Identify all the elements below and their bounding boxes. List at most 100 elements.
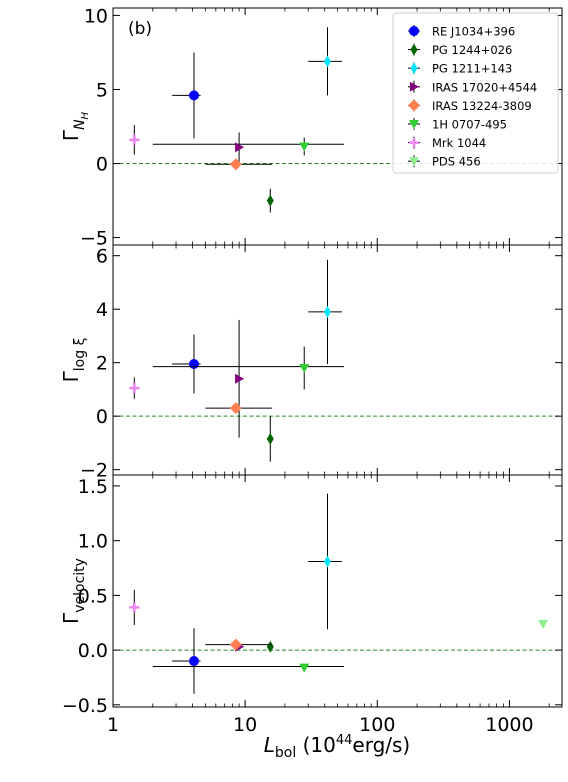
y-axis-label-sub: log ξ bbox=[72, 338, 88, 372]
data-point-1h-0707-495 bbox=[299, 137, 310, 156]
y-tick-label: 0 bbox=[96, 406, 108, 428]
marker-iras-17020-4544 bbox=[235, 373, 245, 384]
y-tick-label: 10 bbox=[84, 5, 108, 27]
marker-iras-13224-3809 bbox=[229, 158, 242, 171]
y-tick-label: 4 bbox=[96, 299, 108, 321]
y-axis-label-subsub: H bbox=[80, 111, 91, 119]
marker-iras-13224-3809 bbox=[229, 402, 242, 415]
data-point-re-j1034-396 bbox=[172, 628, 201, 694]
marker-pg-1211-143 bbox=[323, 555, 331, 568]
legend-entry-iras-17020-4544: IRAS 17020+4544 bbox=[408, 80, 537, 94]
legend-marker bbox=[408, 99, 420, 112]
legend-marker bbox=[409, 157, 419, 167]
legend-entry-mrk-1044: Mrk 1044 bbox=[408, 136, 486, 150]
legend-entry-pds-456: PDS 456 bbox=[408, 155, 481, 169]
x-axis-label-sub: bol bbox=[275, 745, 296, 761]
marker-mrk-1044 bbox=[129, 383, 140, 394]
panel-frame bbox=[112, 244, 563, 476]
legend-entry-1h-0707-495: 1H 0707-495 bbox=[408, 118, 507, 132]
legend-frame bbox=[392, 12, 559, 174]
marker-pg-1211-143 bbox=[323, 55, 331, 68]
y-axis-label-main: Γ bbox=[59, 612, 83, 624]
legend-marker bbox=[410, 81, 419, 92]
y-tick-label: −2 bbox=[80, 460, 108, 482]
legend-label: RE J1034+396 bbox=[432, 25, 515, 39]
data-point-pg-1244-026 bbox=[266, 640, 274, 653]
y-tick-label: 0 bbox=[96, 154, 108, 176]
legend-entry-re-j1034-396: RE J1034+396 bbox=[408, 25, 515, 39]
y-tick-label: 5 bbox=[96, 79, 108, 101]
marker-pg-1244-026 bbox=[266, 640, 274, 653]
panel-frame bbox=[112, 474, 563, 708]
y-axis-label: ΓNH bbox=[59, 111, 91, 141]
data-point-mrk-1044 bbox=[129, 125, 140, 155]
marker-1h-0707-495 bbox=[299, 364, 310, 374]
marker-pg-1244-026 bbox=[266, 194, 274, 207]
x-axis-label-main: L bbox=[264, 733, 275, 757]
marker-pg-1244-026 bbox=[266, 432, 274, 445]
marker-1h-0707-495 bbox=[299, 142, 310, 152]
data-point-1h-0707-495 bbox=[299, 346, 310, 390]
marker-mrk-1044 bbox=[129, 134, 140, 145]
y-tick-label: 2 bbox=[96, 353, 108, 375]
legend-label: Mrk 1044 bbox=[432, 136, 486, 150]
marker-re-j1034-396 bbox=[188, 656, 199, 667]
y-axis-label: Γlog ξ bbox=[59, 338, 88, 383]
legend-label: IRAS 17020+4544 bbox=[432, 80, 537, 94]
data-point-pg-1211-143 bbox=[308, 27, 342, 96]
legend-entry-iras-13224-3809: IRAS 13224-3809 bbox=[408, 99, 532, 113]
legend-entry-pg-1244-026: PG 1244+026 bbox=[408, 43, 512, 57]
legend-label: IRAS 13224-3809 bbox=[432, 99, 532, 113]
data-point-iras-17020-4544 bbox=[235, 132, 245, 163]
marker-re-j1034-396 bbox=[188, 90, 199, 101]
data-point-pg-1244-026 bbox=[266, 416, 274, 462]
data-point-re-j1034-396 bbox=[172, 334, 201, 394]
y-tick-label: 6 bbox=[96, 246, 108, 268]
legend-label: PG 1244+026 bbox=[432, 43, 512, 57]
y-tick-label: 0.0 bbox=[78, 640, 108, 662]
legend-marker bbox=[409, 26, 419, 36]
data-point-iras-13224-3809 bbox=[205, 638, 273, 651]
legend-marker bbox=[410, 43, 418, 56]
data-point-mrk-1044 bbox=[129, 377, 140, 399]
data-point-iras-17020-4544 bbox=[235, 319, 245, 438]
y-axis-label-sub: N bbox=[72, 119, 88, 130]
x-axis-label-units: (10 bbox=[296, 733, 336, 757]
legend-label: 1H 0707-495 bbox=[432, 118, 507, 132]
y-tick-label: −5 bbox=[80, 228, 108, 250]
marker-pds-456 bbox=[538, 619, 549, 629]
legend-entry-pg-1211-143: PG 1211+143 bbox=[408, 62, 512, 76]
y-tick-label: 1.0 bbox=[78, 531, 108, 553]
marker-pg-1211-143 bbox=[323, 305, 331, 318]
data-point-mrk-1044 bbox=[129, 589, 140, 625]
x-axis-label: Lbol (1044erg/s) bbox=[264, 733, 411, 761]
data-point-1h-0707-495 bbox=[299, 663, 310, 673]
marker-iras-13224-3809 bbox=[229, 638, 242, 651]
x-tick-label: 100 bbox=[359, 714, 395, 736]
panel-3: 1 10 100 1000 −0.5 0.0 0.5 1.0 1.5 Γvelocity bbox=[59, 474, 563, 736]
marker-1h-0707-495 bbox=[299, 663, 310, 673]
y-tick-label: 1.5 bbox=[78, 476, 108, 498]
legend-marker bbox=[410, 62, 418, 75]
x-tick-label: 1000 bbox=[485, 714, 533, 736]
legend-marker bbox=[409, 120, 419, 129]
y-axis-label: Γvelocity bbox=[59, 558, 88, 624]
panel-tag: (b) bbox=[128, 19, 152, 39]
data-point-re-j1034-396 bbox=[172, 52, 201, 139]
y-axis-label-main: Γ bbox=[59, 129, 83, 141]
legend: RE J1034+396 PG 1244+026 PG 1211+143 IRAS 1… bbox=[392, 12, 559, 174]
y-axis-label-sub: velocity bbox=[72, 558, 88, 613]
data-point-iras-13224-3809 bbox=[205, 158, 273, 171]
marker-mrk-1044 bbox=[129, 602, 140, 613]
legend-marker bbox=[409, 137, 419, 148]
x-tick-label: 1 bbox=[107, 714, 119, 736]
data-point-iras-13224-3809 bbox=[205, 402, 273, 415]
data-point-pds-456 bbox=[538, 619, 549, 629]
y-tick-label: 0.5 bbox=[78, 585, 108, 607]
data-point-pg-1211-143 bbox=[308, 259, 342, 365]
legend-label: PG 1211+143 bbox=[432, 62, 512, 76]
data-point-pg-1244-026 bbox=[266, 188, 274, 213]
marker-iras-17020-4544 bbox=[235, 142, 245, 153]
y-axis-label-main: Γ bbox=[59, 370, 83, 382]
